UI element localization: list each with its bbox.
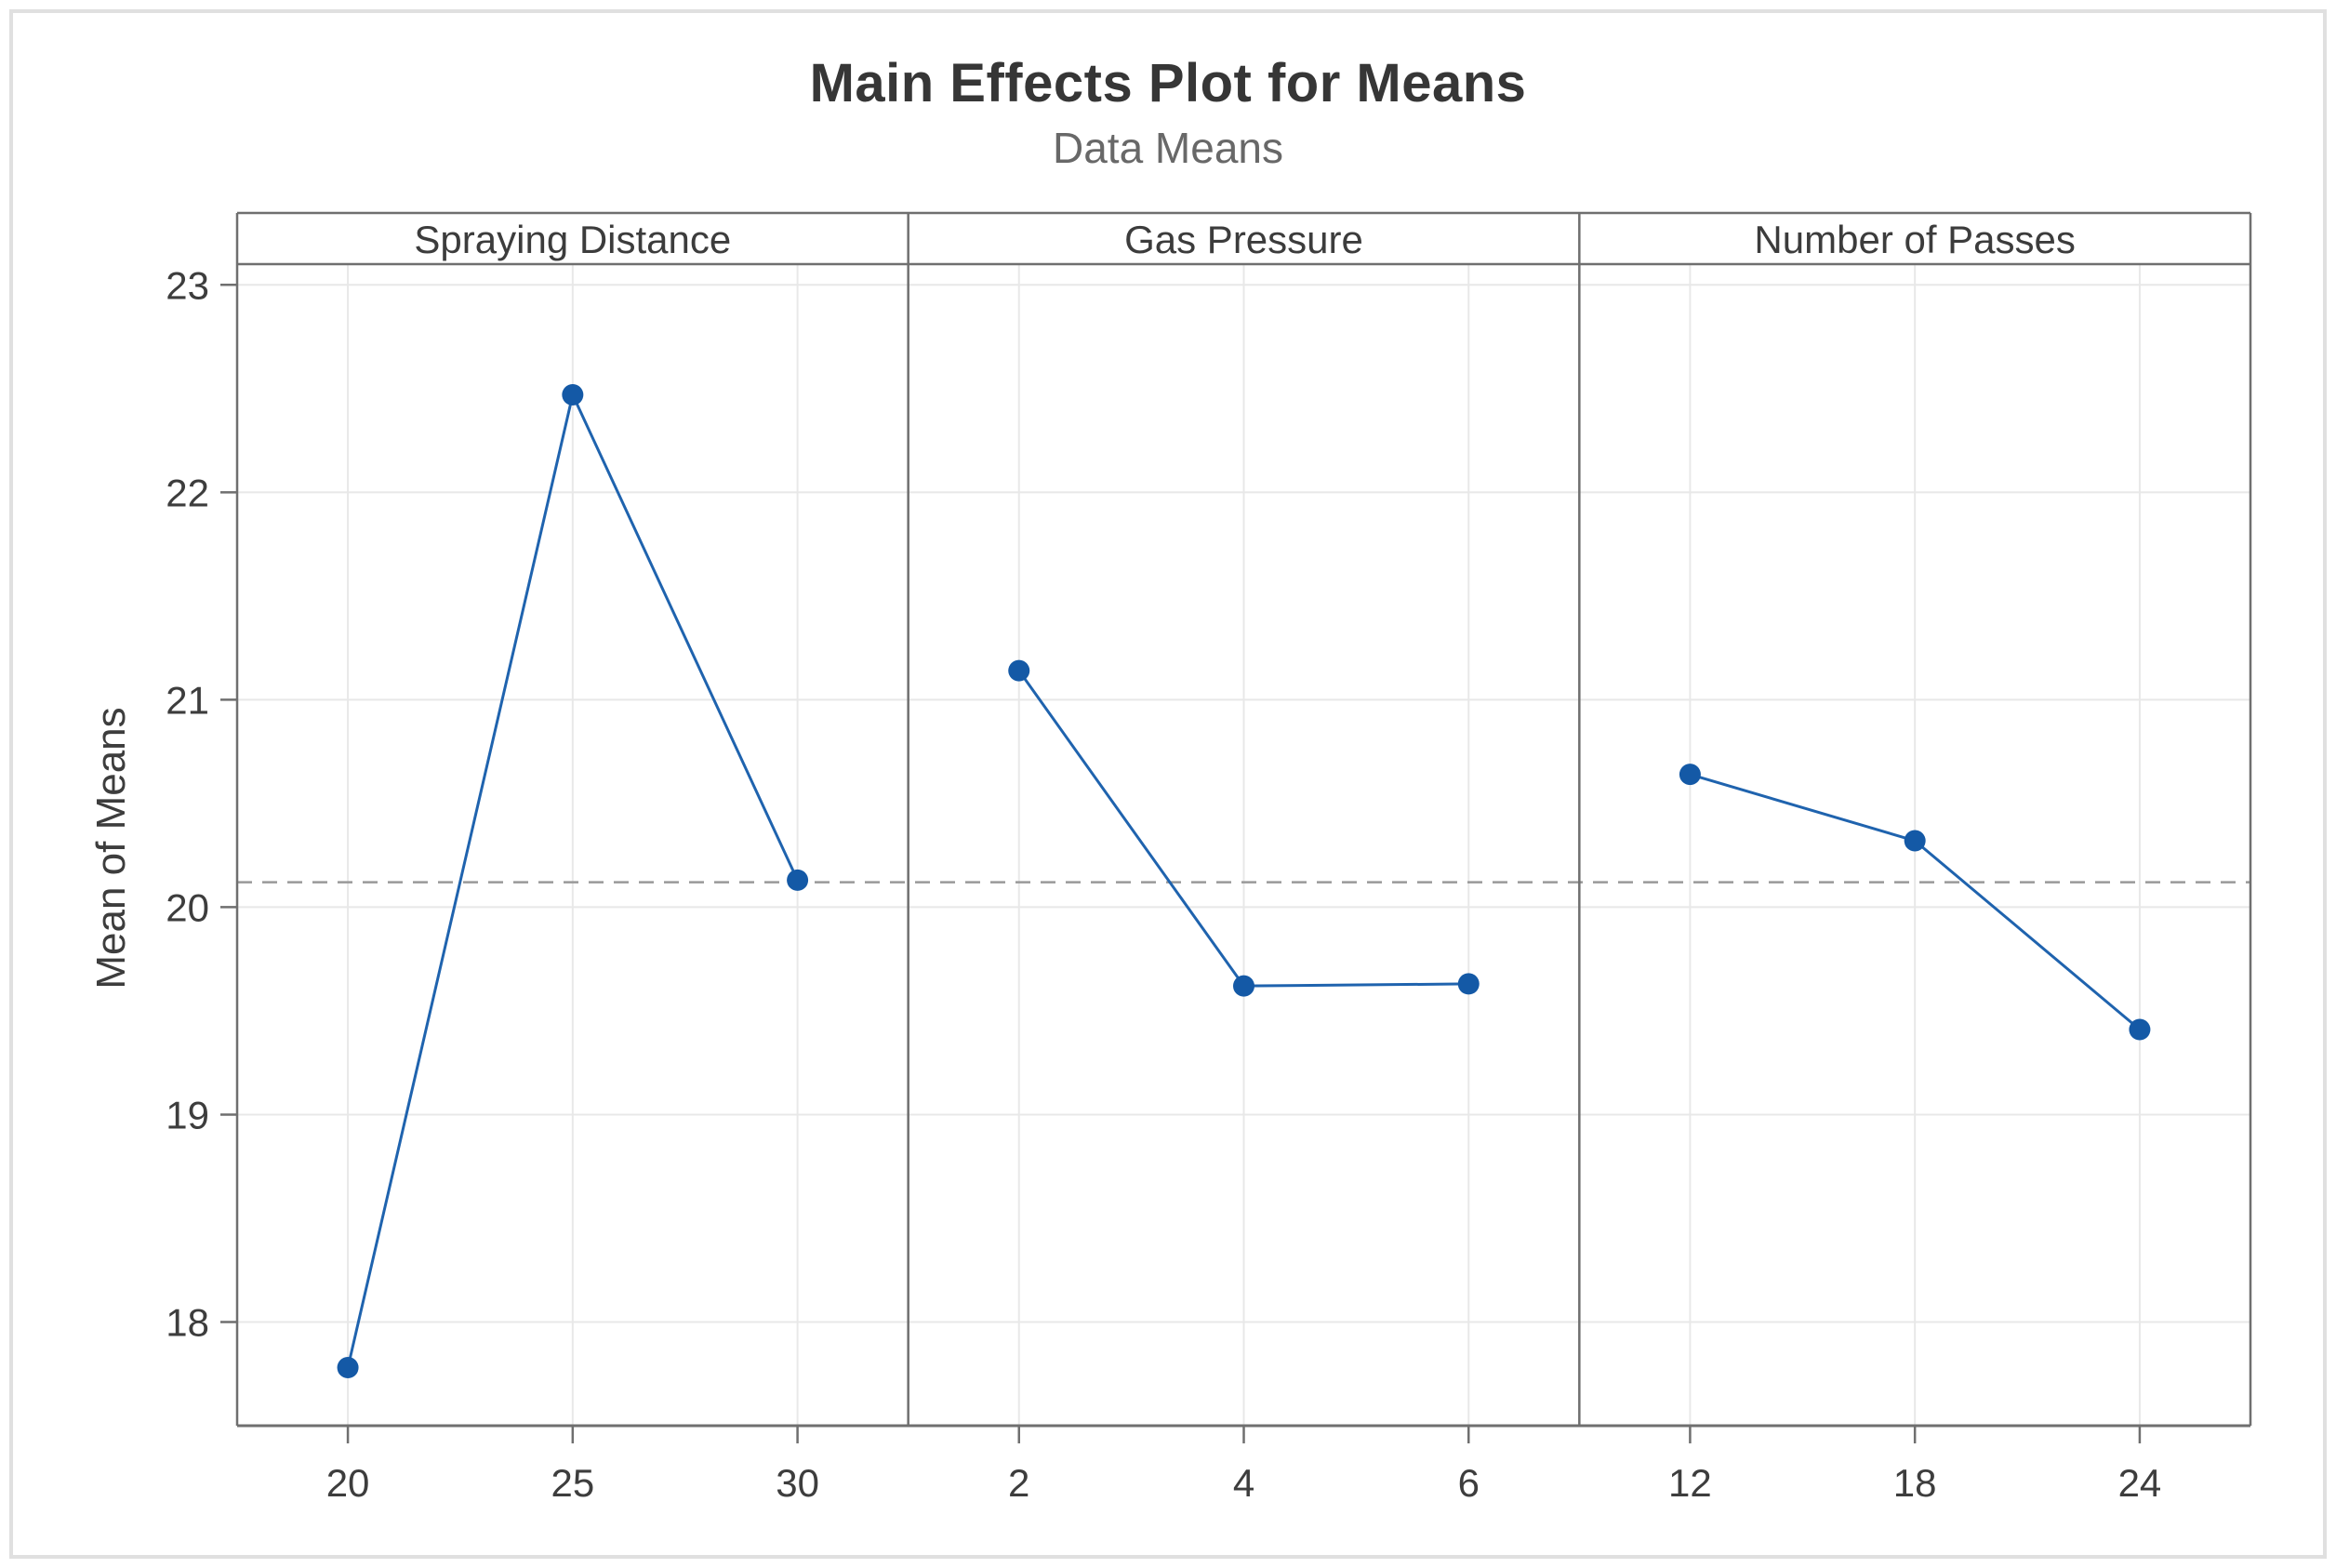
data-point-marker [1008, 659, 1030, 682]
panel-header-label: Gas Pressure [1124, 218, 1363, 261]
x-tick-label: 18 [1893, 1461, 1937, 1505]
figure-border [9, 9, 2327, 1559]
x-tick-label: 24 [2118, 1461, 2162, 1505]
panel-header-label: Spraying Distance [414, 218, 731, 261]
y-tick-label: 20 [166, 885, 209, 929]
y-tick-label: 23 [166, 263, 209, 307]
panel-header-label: Number of Passes [1754, 218, 2075, 261]
y-tick-label: 19 [166, 1093, 209, 1136]
y-tick-label: 18 [166, 1300, 209, 1344]
x-tick-label: 20 [326, 1461, 370, 1505]
chart-title: Main Effects Plot for Means [809, 53, 1527, 113]
x-tick-label: 12 [1668, 1461, 1712, 1505]
data-point-marker [562, 384, 584, 406]
x-tick-label: 25 [551, 1461, 594, 1505]
data-point-marker [337, 1357, 359, 1379]
data-point-marker [1457, 973, 1480, 995]
x-tick-label: 2 [1008, 1461, 1029, 1505]
y-tick-label: 21 [166, 678, 209, 722]
data-point-marker [2129, 1018, 2151, 1041]
data-point-marker [1904, 830, 1926, 852]
chart-subtitle: Data Means [1052, 124, 1283, 172]
data-point-marker [1679, 764, 1701, 786]
data-point-marker [787, 869, 809, 891]
y-tick-label: 22 [166, 471, 209, 514]
x-tick-label: 6 [1458, 1461, 1480, 1505]
x-tick-label: 30 [776, 1461, 819, 1505]
data-point-marker [1233, 975, 1254, 997]
x-tick-label: 4 [1233, 1461, 1254, 1505]
